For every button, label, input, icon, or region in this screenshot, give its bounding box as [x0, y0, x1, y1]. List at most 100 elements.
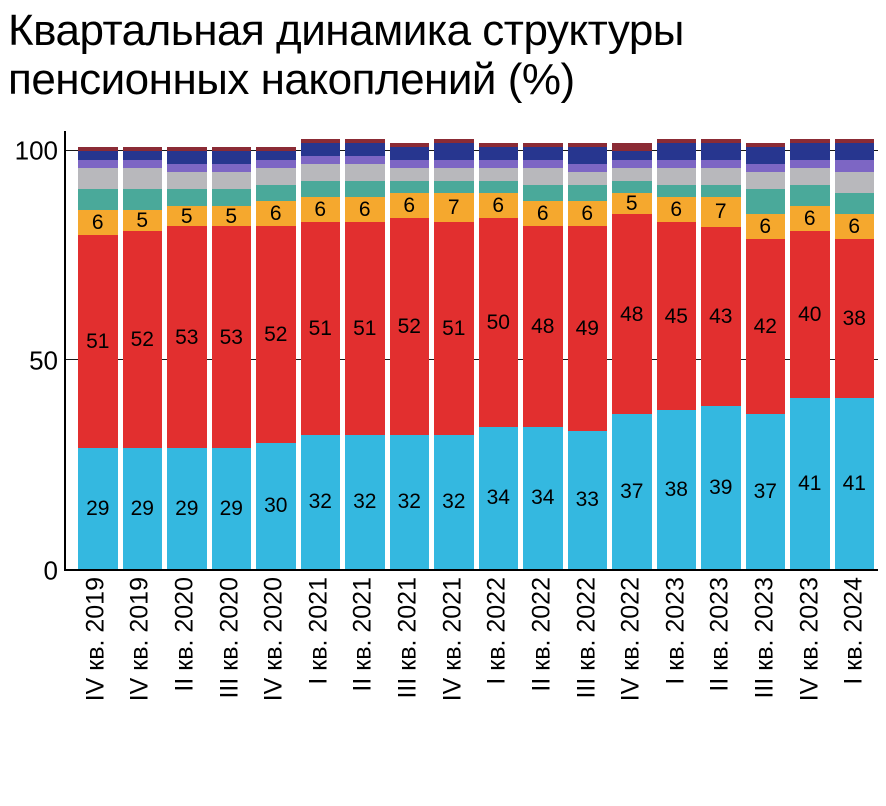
bar-segment-s3_orange: 5	[612, 193, 652, 214]
bar-segment-s7_navy	[78, 151, 118, 159]
bar-segment-s6_purple	[167, 164, 207, 172]
bar-segment-s7_navy	[701, 143, 741, 160]
bar-segment-s3_orange: 7	[701, 197, 741, 226]
bar-segment-s1_blue: 41	[835, 398, 875, 569]
bar-segment-label: 48	[620, 304, 643, 325]
x-tick-label: III кв. 2023	[750, 577, 779, 699]
x-label-cell: IV кв. 2020	[254, 573, 294, 773]
x-tick-label: I кв. 2023	[661, 577, 690, 685]
bar-segment-s1_blue: 30	[256, 443, 296, 568]
bar-segment-s2_red: 49	[568, 226, 608, 430]
bar-segment-label: 5	[626, 193, 638, 214]
bar-segment-s6_purple	[701, 160, 741, 168]
x-label-cell: I кв. 2023	[656, 573, 696, 773]
x-tick-label: IV кв. 2023	[795, 577, 824, 701]
x-tick-label: IV кв. 2020	[260, 577, 289, 701]
x-label-cell: IV кв. 2023	[790, 573, 830, 773]
chart-title: Квартальная динамика структуры пенсионны…	[8, 6, 878, 105]
bar-segment-label: 51	[353, 318, 376, 339]
x-label-cell: II кв. 2022	[522, 573, 562, 773]
bar-segment-s5_grey	[523, 168, 563, 185]
bar-segment-s1_blue: 32	[301, 435, 341, 568]
bar-segment-s2_red: 51	[434, 222, 474, 435]
bar-segment-s3_orange: 6	[345, 197, 385, 222]
bar: 38456	[657, 131, 697, 569]
bar-segment-s6_purple	[390, 160, 430, 168]
bar-segment-s4_teal	[523, 185, 563, 202]
bar-segment-s7_navy	[835, 143, 875, 160]
bar-segment-s2_red: 53	[167, 226, 207, 447]
bar-segment-s4_teal	[701, 185, 741, 198]
bar-segment-s7_navy	[212, 151, 252, 164]
bar-segment-s8_maroon	[345, 139, 385, 143]
bar-segment-label: 32	[309, 491, 332, 512]
bar-segment-s1_blue: 34	[523, 427, 563, 569]
x-label-cell: I кв. 2024	[834, 573, 874, 773]
bar-segment-s3_orange: 5	[212, 206, 252, 227]
bar-segment-s7_navy	[167, 151, 207, 164]
bar-segment-s8_maroon	[657, 139, 697, 143]
x-label-cell: IV кв. 2019	[121, 573, 161, 773]
bar-segment-label: 6	[848, 216, 860, 237]
bar-segment-label: 7	[448, 197, 460, 218]
bar-segment-s3_orange: 6	[301, 197, 341, 222]
y-tick-label: 0	[44, 555, 58, 586]
bar-segment-label: 5	[136, 210, 148, 231]
bar-segment-s5_grey	[612, 168, 652, 181]
bar-segment-s4_teal	[835, 193, 875, 214]
chart-container: Квартальная динамика структуры пенсионны…	[0, 0, 886, 571]
bar: 37 48 5	[612, 131, 652, 569]
bar-segment-label: 51	[442, 318, 465, 339]
x-label-cell: IV кв. 2021	[433, 573, 473, 773]
bar-segment-s8_maroon	[701, 139, 741, 143]
x-tick-label: II кв. 2020	[171, 577, 200, 692]
bar-segment-s5_grey	[301, 164, 341, 181]
bar: 34 48 6	[523, 131, 563, 569]
bar-segment-s2_red: 42	[746, 239, 786, 414]
x-label-cell: IV кв. 2019	[76, 573, 116, 773]
bar: 39437	[701, 131, 741, 569]
bar-segment-s3_orange: 6	[568, 201, 608, 226]
bar-segment-s3_orange: 5	[167, 206, 207, 227]
bar: 32 51 6	[301, 131, 341, 569]
bar-segment-s6_purple	[612, 160, 652, 168]
bar-segment-s4_teal	[790, 185, 830, 206]
bar-segment-s1_blue: 29	[212, 448, 252, 569]
bar-segment-s6_purple	[790, 160, 830, 168]
bar-segment-s6_purple	[434, 160, 474, 168]
bar-segment-s4_teal	[78, 189, 118, 210]
bar-segment-label: 34	[487, 487, 510, 508]
bar-segment-s2_red: 52	[390, 218, 430, 435]
x-label-cell: II кв. 2020	[165, 573, 205, 773]
bar-segment-s5_grey	[78, 168, 118, 189]
bar-segment-s3_orange: 6	[523, 201, 563, 226]
bar-segment-s1_blue: 29	[123, 448, 163, 569]
bar-segment-s7_navy	[345, 143, 385, 156]
bar-segment-s4_teal	[256, 185, 296, 202]
bar-segment-label: 50	[487, 312, 510, 333]
x-tick-label: I кв. 2022	[483, 577, 512, 685]
bar-segment-s5_grey	[434, 168, 474, 181]
bar-segment-s6_purple	[345, 156, 385, 164]
bar-segment-s7_navy	[657, 143, 697, 160]
bar-segment-s8_maroon	[390, 143, 430, 147]
bar-segment-label: 29	[86, 498, 109, 519]
y-tick-label: 100	[15, 136, 58, 167]
bar-segment-s1_blue: 34	[479, 427, 519, 569]
bar-segment-label: 51	[309, 318, 332, 339]
y-axis: 050100	[8, 131, 64, 571]
bar-segment-s2_red: 51	[345, 222, 385, 435]
bar-segment-label: 37	[620, 481, 643, 502]
bar-segment-s4_teal	[390, 181, 430, 194]
bar-segment-s2_red: 53	[212, 226, 252, 447]
bar-segment-s8_maroon	[523, 143, 563, 147]
x-tick-label: IV кв. 2019	[81, 577, 110, 701]
bar-segment-label: 48	[531, 316, 554, 337]
bar-segment-s6_purple	[835, 160, 875, 173]
bar-segment-s6_purple	[301, 156, 341, 164]
bar-segment-label: 30	[264, 495, 287, 516]
bar-segment-s1_blue: 39	[701, 406, 741, 569]
bar-segment-s3_orange: 6	[78, 210, 118, 235]
x-tick-label: III кв. 2022	[572, 577, 601, 699]
bar: 33496	[568, 131, 608, 569]
